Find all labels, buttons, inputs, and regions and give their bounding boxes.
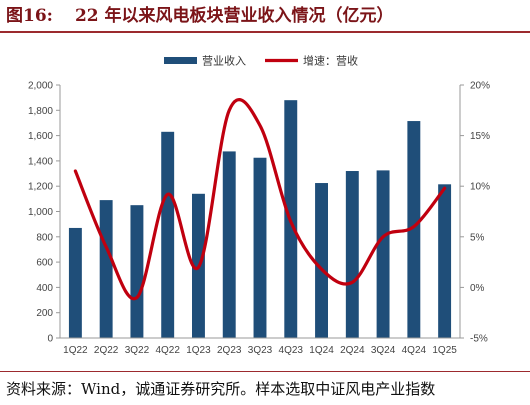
chart: 营业收入 增速：营收 0 200 400 600 800 1,000 1,200 1,400 1,… — [28, 54, 490, 357]
x-tick-label: 1Q25 — [432, 345, 457, 356]
x-tick-label: 4Q23 — [279, 345, 304, 356]
bar-2Q22 — [99, 200, 113, 338]
right-tick-label: -5% — [470, 334, 488, 345]
legend: 营业收入 增速：营收 — [164, 54, 358, 68]
left-tick-label: 400 — [36, 283, 53, 294]
left-tick-label: 200 — [36, 308, 53, 319]
left-tick-label: 1,800 — [28, 106, 53, 117]
x-tick-label: 2Q22 — [94, 345, 119, 356]
bar-3Q22 — [130, 205, 144, 338]
bar-3Q23 — [253, 157, 267, 338]
left-tick-label: 1,400 — [28, 156, 53, 167]
right-tick-label: 15% — [470, 131, 490, 142]
bar-4Q22 — [161, 131, 175, 338]
left-tick-label: 0 — [47, 334, 53, 345]
left-tick-label: 1,600 — [28, 131, 53, 142]
legend-line-label: 增速：营收 — [303, 54, 358, 68]
left-tick-label: 800 — [36, 232, 53, 243]
legend-bar-label: 营业收入 — [202, 54, 246, 68]
right-tick-label: 10% — [470, 182, 490, 193]
figure-label: 图16: — [6, 6, 53, 26]
x-tick-label: 4Q24 — [402, 345, 427, 356]
title-rule — [0, 31, 530, 33]
growth-line — [73, 98, 447, 301]
x-tick-label: 1Q24 — [309, 345, 334, 356]
bar-1Q22 — [68, 227, 82, 338]
right-tick-label: 20% — [470, 81, 490, 92]
right-tick-label: 5% — [470, 232, 485, 243]
bar-1Q25 — [438, 184, 452, 338]
x-tick-label: 2Q23 — [217, 345, 242, 356]
footer-rule — [0, 371, 530, 372]
right-tick-label: 0% — [470, 283, 485, 294]
bar-3Q24 — [376, 170, 390, 338]
left-axis-ticks: 0 200 400 600 800 1,000 1,200 1,400 1,600 1,800 2,… — [28, 81, 60, 345]
figure-title: 图16: 22 年以来风电板块营业收入情况（亿元） — [6, 3, 394, 29]
x-tick-label: 1Q22 — [63, 345, 88, 356]
x-tick-label: 2Q24 — [340, 345, 365, 356]
x-axis-ticks: 1Q22 2Q22 3Q22 4Q22 1Q23 2Q23 3Q23 4Q23 1Q24 2Q24… — [63, 345, 457, 356]
x-tick-label: 3Q22 — [125, 345, 150, 356]
legend-bar-swatch — [164, 57, 197, 64]
bar-1Q24 — [315, 183, 328, 338]
source-note: 资料来源：Wind，诚通证券研究所。样本选取中证风电产业指数 — [6, 380, 436, 398]
left-tick-label: 1,200 — [28, 182, 53, 193]
x-tick-label: 1Q23 — [186, 345, 211, 356]
bar-2Q24 — [345, 171, 359, 338]
left-tick-label: 600 — [36, 258, 53, 269]
figure-title-text: 22 年以来风电板块营业收入情况（亿元） — [74, 6, 394, 26]
x-tick-label: 3Q23 — [248, 345, 273, 356]
left-tick-label: 1,000 — [28, 207, 53, 218]
left-tick-label: 2,000 — [28, 81, 53, 92]
x-tick-label: 4Q22 — [155, 345, 180, 356]
x-tick-label: 3Q24 — [371, 345, 396, 356]
right-axis-ticks: -5% 0% 5% 10% 15% 20% — [460, 81, 490, 345]
bar-4Q24 — [407, 121, 421, 339]
growth-line-layer — [73, 98, 447, 301]
bars — [68, 100, 452, 339]
bar-2Q23 — [222, 151, 236, 338]
